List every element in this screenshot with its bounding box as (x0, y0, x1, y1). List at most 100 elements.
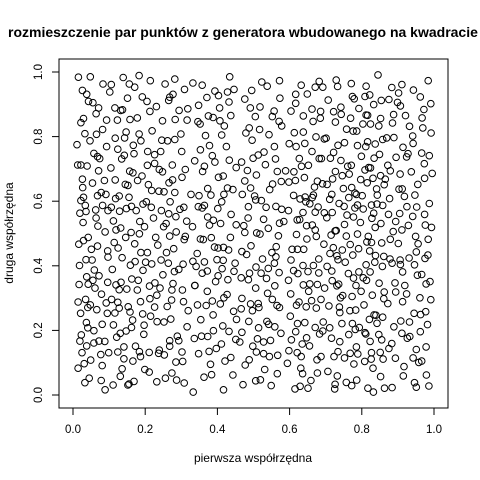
data-point (120, 134, 129, 142)
data-point (302, 334, 311, 342)
data-point (332, 76, 341, 84)
data-point (148, 127, 156, 135)
data-point (245, 269, 254, 278)
data-point (147, 203, 156, 212)
data-point (331, 227, 339, 235)
x-tick-label: 0.0 (65, 424, 81, 436)
data-point (218, 264, 226, 273)
data-point (214, 272, 222, 280)
data-point (410, 309, 418, 318)
data-point (319, 83, 327, 91)
data-point (78, 183, 87, 192)
data-point (378, 262, 387, 271)
data-point (388, 259, 396, 268)
data-point (304, 267, 312, 276)
data-point (155, 187, 163, 195)
data-point (128, 316, 137, 324)
data-point (184, 105, 192, 113)
data-point (82, 255, 90, 264)
data-point (347, 161, 356, 170)
data-point (197, 315, 205, 324)
data-point (75, 280, 83, 289)
y-tick-label: 0.6 (33, 193, 45, 209)
data-point (391, 354, 400, 363)
data-point (367, 201, 376, 209)
data-point (109, 217, 118, 225)
data-point (398, 226, 406, 234)
data-point (270, 107, 278, 115)
data-point (196, 120, 204, 128)
data-point (293, 348, 302, 357)
data-point (199, 235, 208, 244)
data-point (263, 289, 272, 298)
data-point (120, 355, 128, 363)
data-point (401, 111, 410, 120)
data-point (259, 349, 268, 358)
data-point (425, 151, 434, 160)
data-point (285, 139, 294, 148)
data-point (180, 235, 188, 244)
y-tick-label: 0.4 (33, 257, 45, 274)
data-point (403, 202, 411, 211)
data-point (265, 352, 274, 361)
data-point (140, 321, 148, 330)
data-point (351, 189, 359, 197)
data-point (371, 140, 380, 148)
data-point (109, 321, 118, 329)
data-point (239, 380, 247, 389)
data-point (272, 252, 280, 261)
data-point (177, 147, 186, 156)
data-point (273, 301, 281, 310)
data-point (348, 92, 357, 101)
data-point (271, 323, 279, 331)
data-point (366, 120, 375, 128)
data-point (129, 169, 137, 177)
data-point (203, 184, 212, 193)
data-point (391, 217, 400, 226)
data-point (313, 369, 322, 377)
data-point (374, 71, 382, 79)
data-point (158, 136, 166, 144)
data-point (299, 112, 308, 120)
data-point (364, 384, 372, 393)
data-point (370, 154, 378, 162)
data-point (344, 269, 353, 278)
data-point (326, 249, 334, 258)
data-point (309, 261, 318, 270)
data-point (333, 82, 342, 91)
data-point (376, 372, 385, 381)
data-point (219, 256, 227, 265)
y-axis: 0.0 0.2 0.4 0.6 0.8 1.0 (33, 64, 60, 403)
data-point (357, 287, 365, 296)
data-point (160, 188, 168, 196)
data-point (412, 345, 421, 354)
data-point (367, 355, 376, 363)
data-point (190, 281, 199, 290)
data-point (121, 233, 130, 242)
data-point (79, 218, 87, 227)
data-point (114, 348, 122, 356)
data-point (276, 94, 284, 102)
data-point (91, 284, 99, 292)
data-point (292, 230, 301, 239)
data-point (104, 253, 112, 261)
data-point (204, 112, 213, 120)
data-point (241, 95, 249, 103)
data-point (373, 319, 381, 328)
data-point (409, 354, 417, 362)
data-point (196, 235, 205, 243)
data-point (161, 374, 170, 383)
data-point (425, 382, 433, 390)
data-point (338, 319, 346, 328)
data-point (137, 137, 145, 145)
data-point (133, 114, 142, 122)
data-point (122, 327, 130, 335)
data-point (428, 169, 437, 178)
data-point (210, 243, 219, 251)
data-point (125, 80, 134, 88)
data-point (380, 252, 388, 261)
data-point (164, 210, 173, 218)
data-point (356, 175, 365, 184)
data-point (340, 354, 349, 362)
data-point (255, 303, 263, 312)
